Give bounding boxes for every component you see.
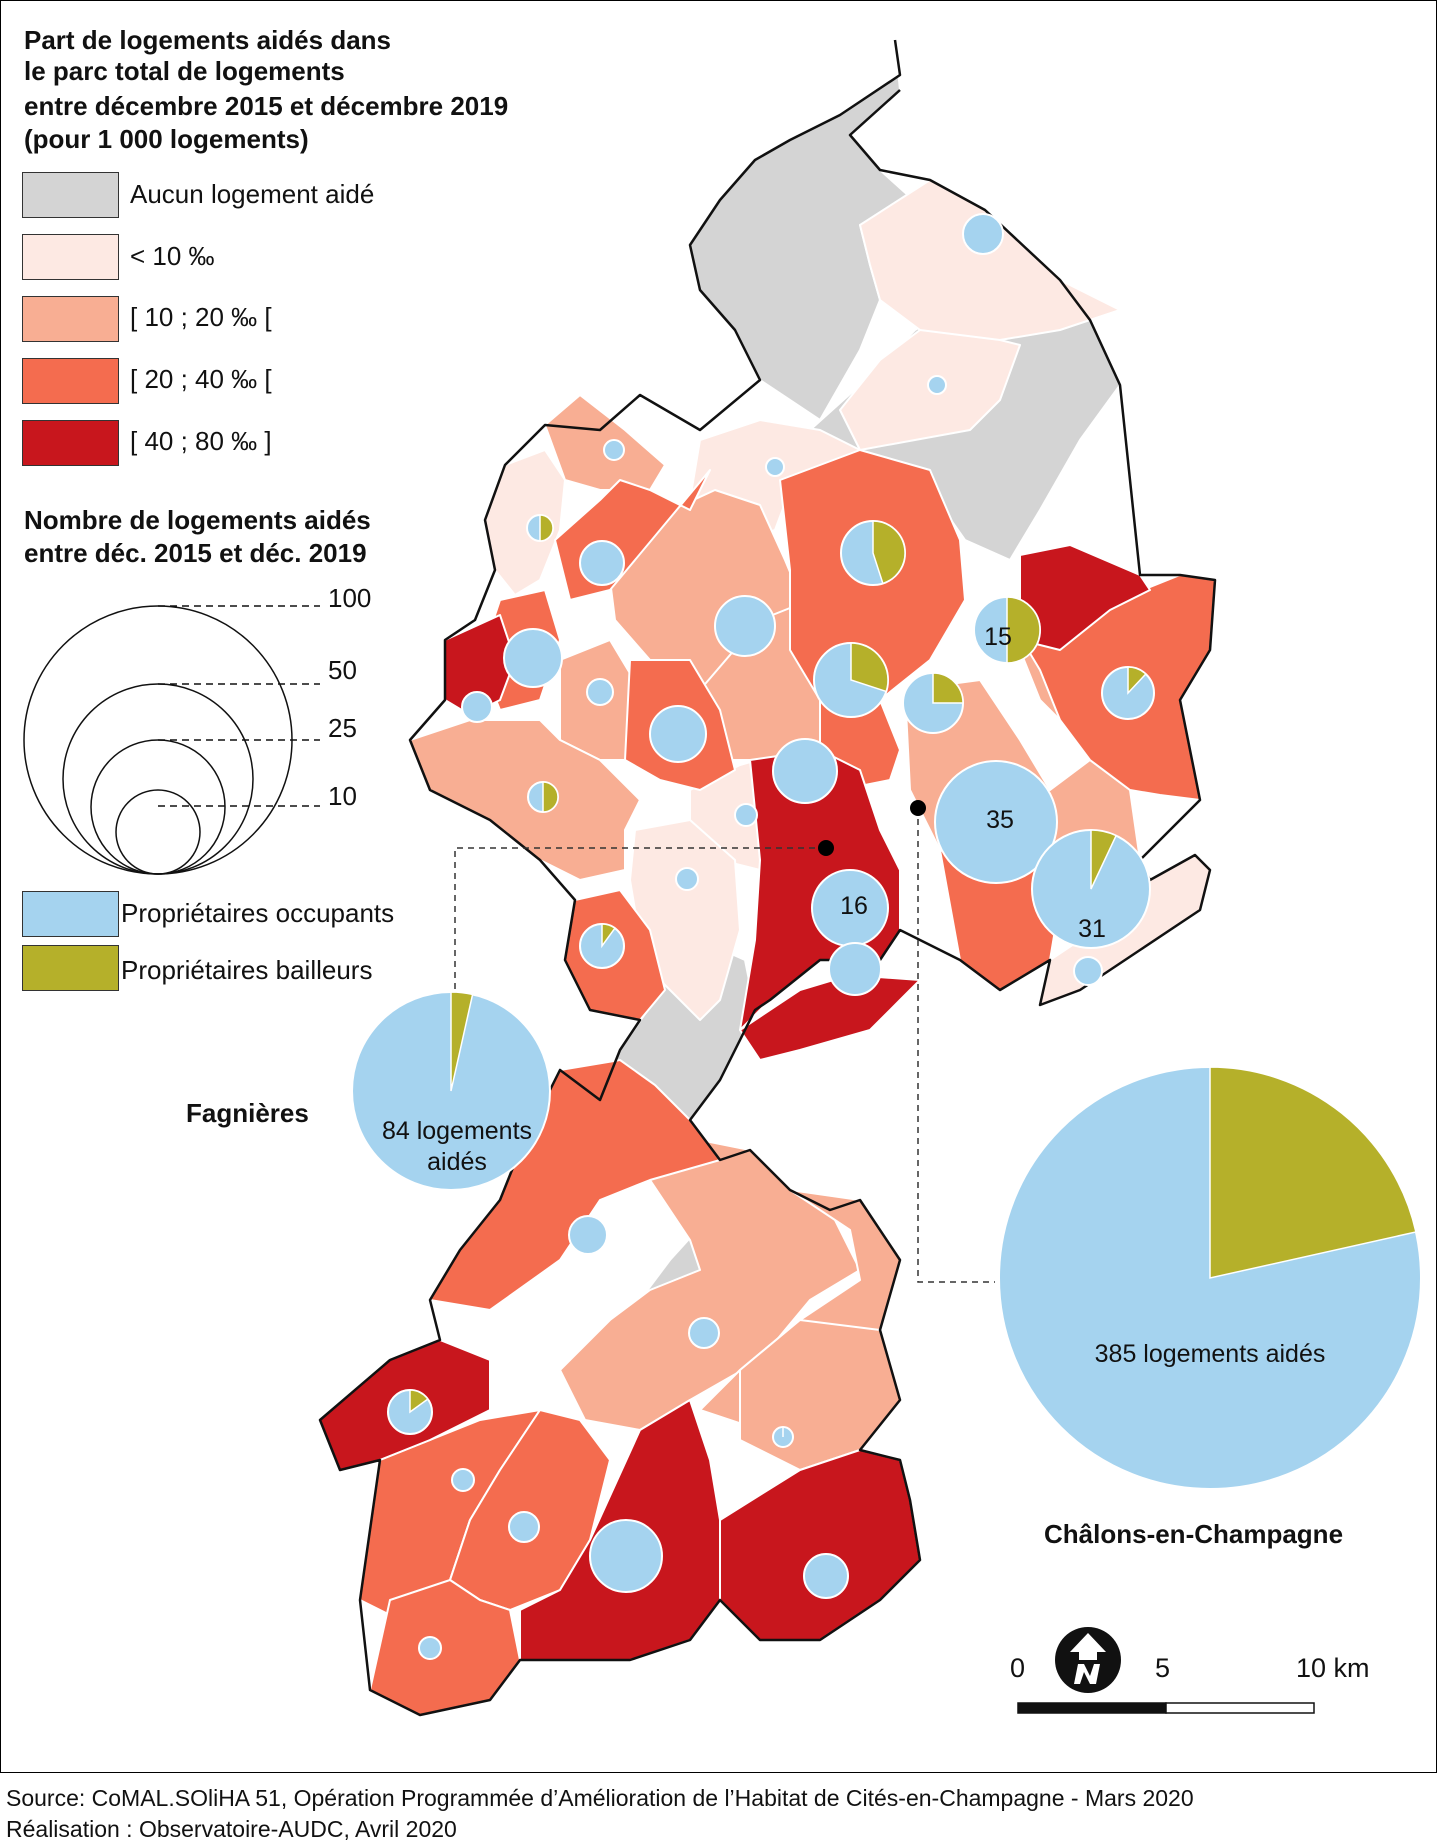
legend-label-bailleurs: Propriétaires bailleurs xyxy=(121,955,373,985)
circle-size-label-100: 100 xyxy=(328,583,372,613)
circle-legend-title-2: entre déc. 2015 et déc. 2019 xyxy=(24,538,367,568)
legend-label-none: Aucun logement aidé xyxy=(130,179,375,209)
commune-pie-6-bailleurs xyxy=(872,520,906,585)
commune-pie-30 xyxy=(451,1468,475,1492)
circle-size-label-25: 25 xyxy=(328,713,357,743)
commune-pie-25 xyxy=(828,942,882,996)
map-label-16: 16 xyxy=(840,892,868,920)
commune-pie-20 xyxy=(734,803,758,827)
scale-bar xyxy=(1017,1702,1315,1714)
fagnieres-total-line-2: aidés xyxy=(427,1148,487,1176)
legend-swatch-10-20 xyxy=(22,296,119,342)
commune-pie-13-bailleurs xyxy=(1127,666,1147,695)
commune-pie-22 xyxy=(675,867,699,891)
fagnieres-point xyxy=(818,840,834,856)
commune-pie-15 xyxy=(586,678,614,706)
commune-pie-11-bailleurs xyxy=(850,642,889,693)
legend-circle-25 xyxy=(90,739,226,875)
circle-legend-leaders xyxy=(158,605,320,807)
place-name-fagnieres: Fagnières xyxy=(186,1098,309,1128)
commune-pie-2 xyxy=(927,375,947,395)
map-label-35: 35 xyxy=(986,806,1014,834)
commune-pie-5-bailleurs xyxy=(539,514,554,542)
leader-chalons xyxy=(917,808,995,1283)
commune-pie-19-bailleurs xyxy=(1090,829,1118,890)
commune-pie-28 xyxy=(688,1317,720,1349)
commune-pie-29-bailleurs xyxy=(409,1389,429,1414)
commune-pie-12-bailleurs xyxy=(932,672,964,704)
commune-pie-26 xyxy=(1073,956,1103,986)
commune-pie-32 xyxy=(589,1519,663,1593)
legend-swatch-occupants xyxy=(22,891,119,937)
footer-credit: Réalisation : Observatoire-AUDC, Avril 2… xyxy=(6,1816,457,1842)
legend-circle-10 xyxy=(115,789,201,875)
commune-pie-3 xyxy=(765,457,785,477)
commune-pie-10 xyxy=(503,628,563,688)
legend-title-4: (pour 1 000 logements) xyxy=(24,124,309,154)
legend-label-40-80: [ 40 ; 80 ‰ ] xyxy=(130,426,272,456)
legend-label-lt10: < 10 ‰ xyxy=(130,241,215,271)
circle-size-label-10: 10 xyxy=(328,781,357,811)
commune-dark-south-2 xyxy=(719,1449,921,1641)
commune-pie-18 xyxy=(934,760,1058,884)
inset-pie-fagnieres xyxy=(351,991,551,1191)
legend-circle-50 xyxy=(62,683,254,875)
commune-pie-16 xyxy=(649,705,707,763)
fagnieres-pie-bailleurs xyxy=(450,991,474,1092)
legend-label-20-40: [ 20 ; 40 ‰ [ xyxy=(130,364,272,394)
legend-title-3: entre décembre 2015 et décembre 2019 xyxy=(24,91,509,121)
circle-size-label-50: 50 xyxy=(328,655,357,685)
commune-pie-8 xyxy=(714,595,776,657)
commune-pie-21-bailleurs xyxy=(542,781,559,813)
scale-label-0: 0 xyxy=(1010,1653,1026,1683)
north-arrow-icon xyxy=(1055,1627,1121,1693)
commune-pale-west xyxy=(484,449,566,596)
commune-light-1 xyxy=(544,394,666,491)
legend-swatch-20-40 xyxy=(22,358,119,404)
commune-pie-17 xyxy=(772,738,838,804)
legend-swatch-bailleurs xyxy=(22,945,119,991)
legend-label-10-20: [ 10 ; 20 ‰ [ xyxy=(130,302,272,332)
legend-label-occupants: Propriétaires occupants xyxy=(121,898,395,928)
scale-label-5: 5 xyxy=(1155,1653,1171,1683)
commune-pie-24-bailleurs xyxy=(601,923,616,949)
commune-pie-27 xyxy=(568,1215,608,1255)
legend-title-2: le parc total de logements xyxy=(24,56,345,86)
commune-pale-north-1 xyxy=(859,179,1121,346)
commune-pie-4 xyxy=(603,439,625,461)
commune-pie-34 xyxy=(418,1636,442,1660)
commune-pie-14 xyxy=(461,691,493,723)
legend-swatch-none xyxy=(22,172,119,218)
chalons-point xyxy=(910,800,926,816)
chalons-pie-bailleurs xyxy=(1209,1066,1417,1279)
legend-swatch-40-80 xyxy=(22,420,119,466)
map-label-15: 15 xyxy=(984,623,1012,651)
commune-pies xyxy=(387,213,1155,1660)
map-label-31: 31 xyxy=(1078,915,1106,943)
commune-pie-31 xyxy=(508,1511,540,1543)
commune-dark-center-2 xyxy=(739,974,921,1061)
footer-source: Source: CoMAL.SOliHA 51, Opération Progr… xyxy=(6,1785,1194,1811)
map-canvas xyxy=(23,39,1422,1717)
commune-pie-7 xyxy=(579,540,625,586)
commune-pie-1 xyxy=(962,213,1004,255)
legend-title-1: Part de logements aidés dans xyxy=(24,25,392,55)
scale-label-10km: 10 km xyxy=(1296,1653,1370,1683)
place-name-chalons: Châlons-en-Champagne xyxy=(1044,1519,1344,1549)
chalons-total: 385 logements aidés xyxy=(1094,1340,1326,1368)
commune-pie-9-bailleurs xyxy=(1006,596,1041,664)
inset-pie-chalons xyxy=(998,1066,1422,1490)
territory-outline xyxy=(318,39,1217,1717)
leader-fagnieres xyxy=(454,847,826,992)
commune-pie-33 xyxy=(803,1553,849,1599)
legend-swatch-lt10 xyxy=(22,234,119,280)
circle-legend-title-1: Nombre de logements aidés xyxy=(24,505,371,535)
fagnieres-total-line-1: 84 logements xyxy=(381,1117,533,1145)
